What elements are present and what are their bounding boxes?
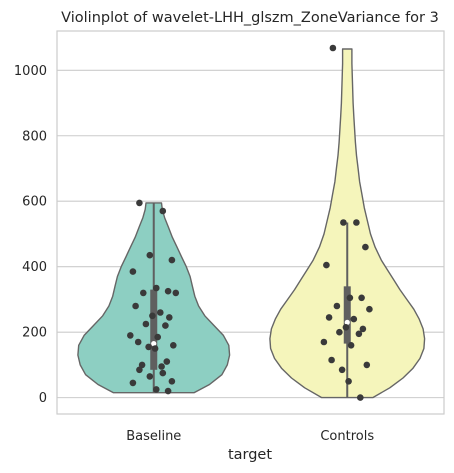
data-point bbox=[164, 387, 172, 395]
data-point bbox=[366, 305, 373, 313]
data-point bbox=[129, 379, 137, 387]
x-tick-label: Controls bbox=[320, 429, 374, 444]
data-point bbox=[158, 363, 165, 370]
data-point bbox=[362, 243, 369, 251]
data-point bbox=[136, 199, 143, 207]
data-point bbox=[333, 302, 341, 310]
data-point bbox=[159, 207, 167, 215]
data-point bbox=[329, 44, 337, 52]
data-point bbox=[347, 342, 355, 349]
data-point bbox=[345, 378, 352, 385]
data-point bbox=[146, 251, 154, 259]
data-point bbox=[134, 338, 142, 346]
data-point bbox=[132, 302, 139, 310]
box-median bbox=[344, 319, 350, 325]
violins bbox=[77, 48, 426, 399]
data-point bbox=[358, 294, 365, 302]
data-point bbox=[162, 322, 169, 329]
data-point bbox=[336, 328, 343, 336]
data-point bbox=[153, 284, 160, 292]
y-tick-label: 800 bbox=[22, 129, 47, 144]
box-median bbox=[151, 341, 157, 347]
data-point bbox=[159, 369, 167, 377]
data-point bbox=[142, 320, 150, 328]
data-point bbox=[350, 315, 358, 323]
x-tick-labels: Baseline Controls bbox=[126, 429, 374, 444]
chart-title: Violinplot of wavelet-LHH_glszm_ZoneVari… bbox=[61, 10, 439, 26]
data-point bbox=[153, 386, 160, 393]
data-point bbox=[353, 219, 360, 226]
data-point bbox=[355, 330, 363, 338]
data-point bbox=[145, 343, 152, 351]
y-tick-label: 400 bbox=[22, 260, 47, 275]
data-point bbox=[359, 325, 367, 333]
data-point bbox=[149, 312, 156, 320]
data-point bbox=[328, 356, 335, 364]
data-point bbox=[346, 294, 354, 302]
data-point bbox=[363, 361, 371, 369]
plot-frame bbox=[56, 30, 445, 415]
data-point bbox=[170, 342, 177, 349]
data-point bbox=[138, 361, 146, 369]
data-point bbox=[127, 332, 134, 339]
box-iqr bbox=[150, 289, 158, 370]
data-point bbox=[338, 366, 346, 374]
y-tick-labels: 0 200 400 600 800 1000 bbox=[14, 64, 47, 406]
data-point bbox=[166, 314, 173, 321]
y-tick-label: 0 bbox=[39, 391, 47, 406]
data-point bbox=[357, 394, 364, 401]
data-point bbox=[168, 378, 176, 385]
data-point bbox=[140, 289, 147, 297]
data-point bbox=[340, 219, 347, 226]
x-tick-label: Baseline bbox=[126, 429, 181, 444]
data-point bbox=[163, 358, 171, 365]
data-point bbox=[164, 287, 172, 295]
strip-points bbox=[127, 44, 373, 401]
boxes bbox=[150, 202, 351, 398]
data-point bbox=[157, 309, 164, 316]
data-point bbox=[168, 256, 176, 264]
data-point bbox=[154, 333, 161, 341]
y-tick-label: 200 bbox=[22, 326, 47, 341]
data-point bbox=[323, 261, 330, 269]
data-point bbox=[129, 268, 137, 275]
data-point bbox=[151, 345, 159, 352]
y-tick-label: 1000 bbox=[14, 64, 47, 79]
data-point bbox=[325, 314, 333, 321]
y-tick-label: 600 bbox=[22, 195, 47, 210]
data-point bbox=[136, 366, 143, 374]
data-point bbox=[342, 324, 350, 331]
data-point bbox=[320, 338, 328, 346]
box-iqr bbox=[343, 286, 351, 344]
data-point bbox=[172, 289, 180, 297]
data-point bbox=[146, 373, 154, 380]
x-axis-label: target bbox=[228, 447, 272, 463]
